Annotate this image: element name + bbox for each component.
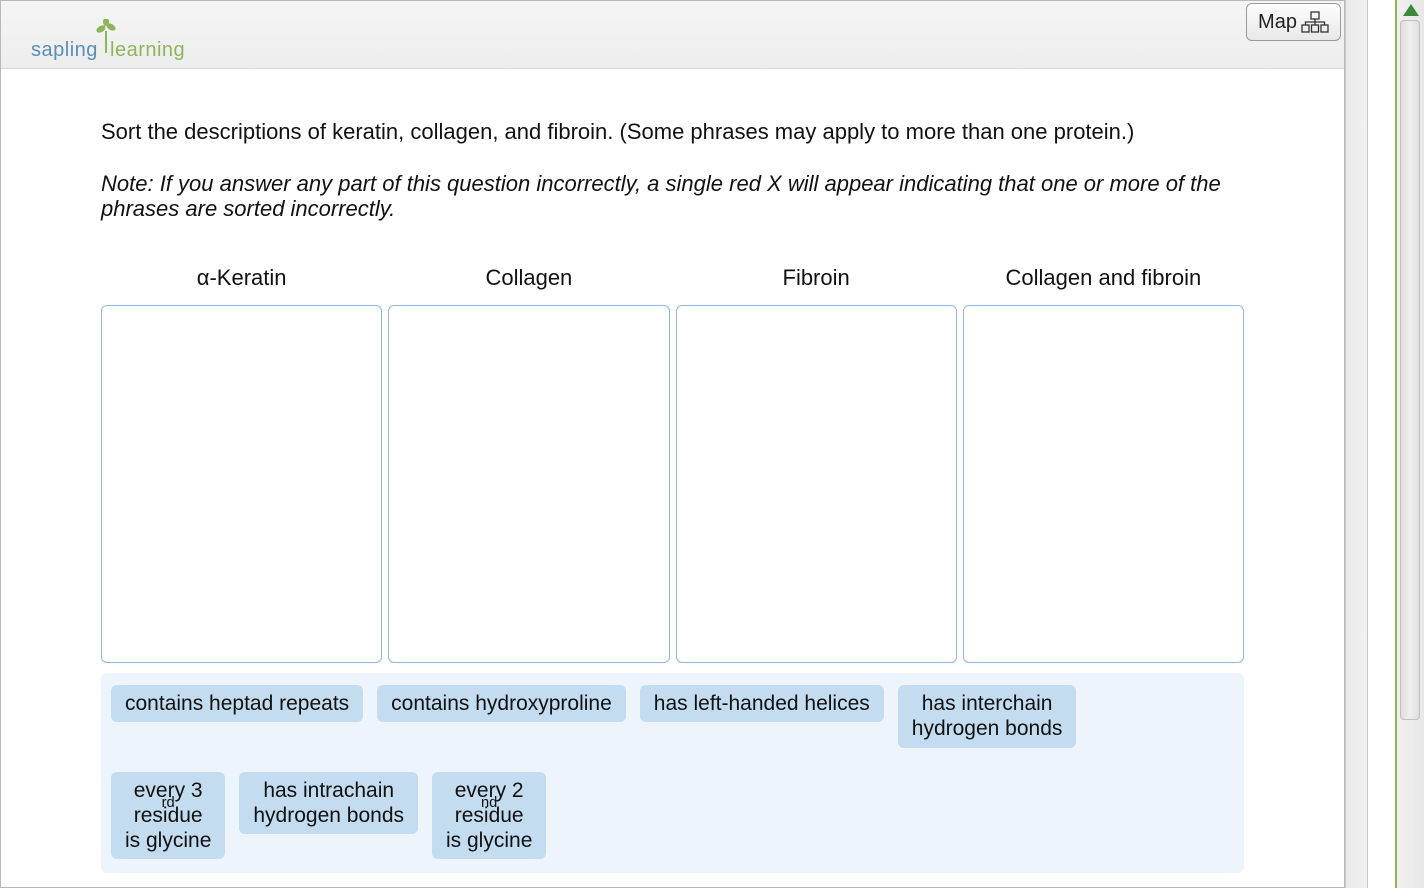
top-bar: sapling learning Map bbox=[1, 1, 1344, 69]
bin-dropzone-collagen[interactable] bbox=[388, 305, 669, 663]
main-frame: sapling learning Map Sort the descriptio… bbox=[0, 0, 1345, 888]
chip-intrachain-hbonds[interactable]: has intrachainhydrogen bonds bbox=[239, 772, 418, 834]
chip-3rd-residue-glycine[interactable]: every 3rd residueis glycine bbox=[111, 772, 225, 860]
map-icon bbox=[1301, 11, 1329, 33]
question-prompt: Sort the descriptions of keratin, collag… bbox=[101, 117, 1244, 147]
chip-2nd-residue-glycine[interactable]: every 2nd residueis glycine bbox=[432, 772, 546, 860]
bin-label-collagen: Collagen bbox=[485, 265, 572, 291]
chip-heptad-repeats[interactable]: contains heptad repeats bbox=[111, 685, 363, 722]
bin-dropzone-keratin[interactable] bbox=[101, 305, 382, 663]
bin-collagen: Collagen bbox=[388, 265, 669, 663]
bin-label-keratin: α-Keratin bbox=[197, 265, 287, 291]
page-divider bbox=[1368, 0, 1397, 888]
scrollbar-thumb[interactable] bbox=[1400, 20, 1420, 720]
map-button[interactable]: Map bbox=[1246, 3, 1341, 41]
chip-left-handed-helices[interactable]: has left-handed helices bbox=[640, 685, 884, 722]
bin-label-collagen-fibroin: Collagen and fibroin bbox=[1006, 265, 1202, 291]
question-note: Note: If you answer any part of this que… bbox=[101, 171, 1244, 222]
logo-text-sapling: sapling bbox=[31, 39, 98, 61]
scrollbar-region bbox=[1345, 0, 1424, 888]
bin-dropzone-fibroin[interactable] bbox=[676, 305, 957, 663]
bin-collagen-fibroin: Collagen and fibroin bbox=[963, 265, 1244, 663]
chips-source-area[interactable]: contains heptad repeats contains hydroxy… bbox=[101, 673, 1244, 873]
scroll-up-icon[interactable] bbox=[1403, 4, 1419, 16]
bin-keratin: α-Keratin bbox=[101, 265, 382, 663]
bin-label-fibroin: Fibroin bbox=[783, 265, 850, 291]
drop-bins-row: α-Keratin Collagen Fibroin Collagen and … bbox=[101, 265, 1244, 663]
logo-text-learning: learning bbox=[110, 39, 185, 61]
question-content: Sort the descriptions of keratin, collag… bbox=[1, 69, 1344, 873]
outer-scrollbar-track[interactable] bbox=[1397, 0, 1424, 888]
map-button-label: Map bbox=[1258, 11, 1297, 34]
inner-scrollbar-track[interactable] bbox=[1345, 0, 1368, 888]
brand-logo: sapling learning bbox=[31, 39, 185, 62]
chip-hydroxyproline[interactable]: contains hydroxyproline bbox=[377, 685, 626, 722]
bin-fibroin: Fibroin bbox=[676, 265, 957, 663]
chip-interchain-hbonds[interactable]: has interchainhydrogen bonds bbox=[898, 685, 1077, 747]
bin-dropzone-collagen-fibroin[interactable] bbox=[963, 305, 1244, 663]
